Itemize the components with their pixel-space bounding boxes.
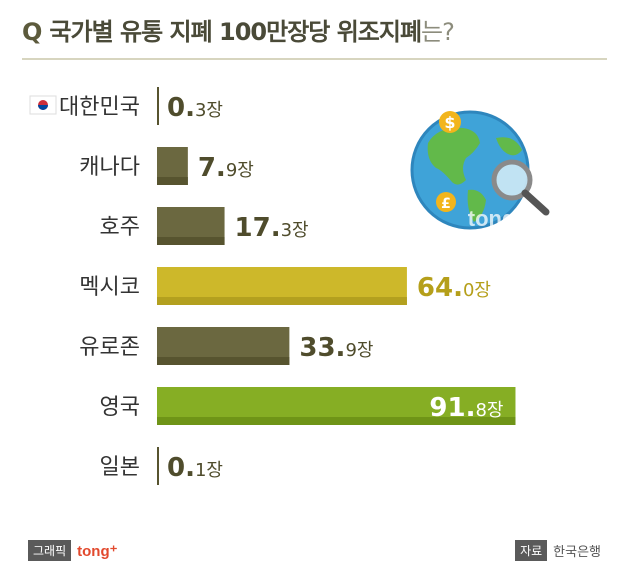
value-label: 91.8장	[429, 393, 503, 423]
bar-shadow	[157, 237, 225, 245]
category-label: 유로존	[79, 335, 140, 360]
bar-shadow	[157, 357, 290, 365]
title-prefix: Q	[22, 18, 42, 46]
svg-text:£: £	[441, 196, 451, 212]
value-label: 7.9장	[198, 153, 254, 183]
footer-credit: 그래픽 tong⁺	[28, 540, 118, 561]
footer-source: 자료 한국은행	[515, 540, 601, 561]
category-label: 대한민국	[59, 95, 140, 120]
svg-text:$: $	[444, 113, 455, 132]
value-label: 0.1장	[167, 453, 223, 483]
value-label: 17.3장	[235, 213, 309, 243]
bar	[157, 87, 159, 125]
value-label: 64.0장	[417, 273, 491, 303]
bar-shadow	[157, 297, 407, 305]
bar	[157, 447, 159, 485]
brand-logo: tong⁺	[77, 542, 118, 560]
flag-taegeuk-blue	[38, 105, 48, 110]
category-label: 캐나다	[79, 155, 140, 180]
value-label: 0.3장	[167, 93, 223, 123]
watermark-text: tong+	[468, 206, 529, 231]
category-label: 영국	[100, 395, 140, 420]
title-divider	[22, 58, 607, 60]
bar-shadow	[157, 417, 516, 425]
value-label: 33.9장	[299, 333, 373, 363]
graphic-badge: 그래픽	[28, 540, 72, 561]
category-label: 일본	[100, 455, 140, 480]
source-text: 한국은행	[553, 545, 601, 560]
source-badge: 자료	[515, 540, 548, 561]
bar-shadow	[157, 177, 188, 185]
title-suffix: 는?	[421, 18, 455, 46]
chart-title: Q 국가별 유통 지폐 100만장당 위조지폐는?	[22, 12, 455, 47]
category-label: 멕시코	[79, 275, 140, 300]
title-main: 국가별 유통 지폐 100만장당 위조지폐	[49, 18, 422, 46]
category-label: 호주	[100, 215, 140, 240]
globe-magnifier-icon: $ £ tong+	[410, 110, 550, 231]
